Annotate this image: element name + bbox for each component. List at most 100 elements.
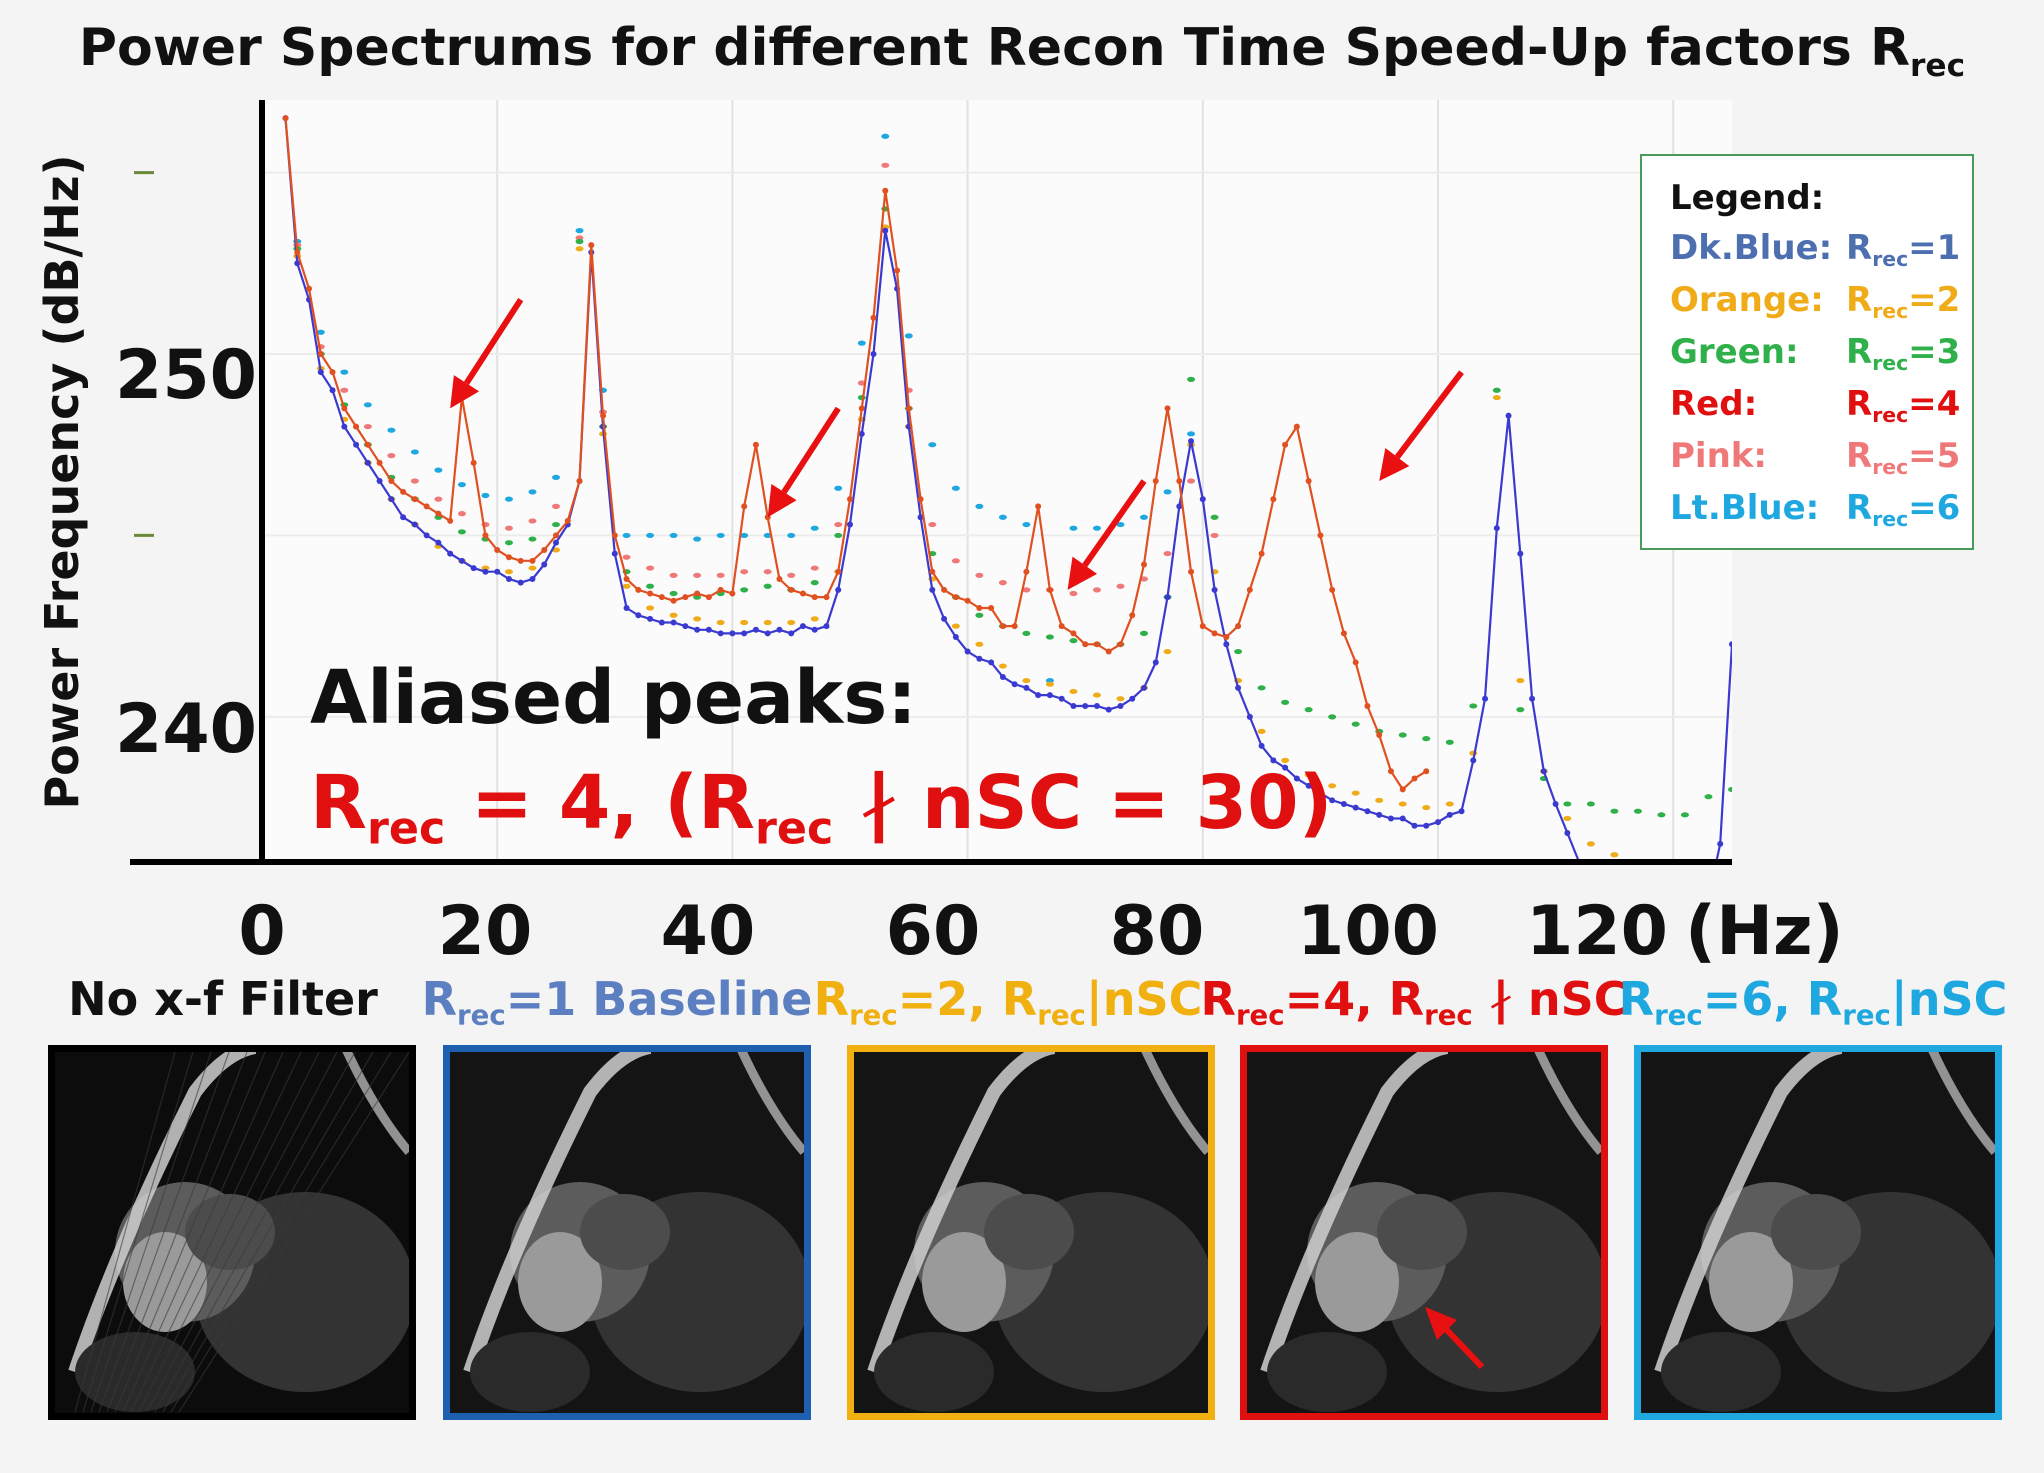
legend-entry-value: =3	[1908, 332, 1961, 372]
data-point	[834, 532, 843, 539]
mri-heart-rv	[984, 1194, 1074, 1270]
data-point	[1187, 431, 1196, 437]
data-point	[788, 586, 795, 593]
data-point	[1317, 532, 1324, 539]
legend-entry-r: R	[1846, 384, 1873, 424]
data-point	[988, 605, 995, 611]
data-point	[504, 496, 513, 502]
x-tick-label-100: 100	[1297, 892, 1439, 971]
mri-heart-rv	[1771, 1194, 1861, 1270]
data-point	[975, 641, 984, 647]
panel-label-sub: rec	[457, 998, 506, 1032]
mri-aliasing-streak	[130, 1052, 302, 1413]
mri-panel-rrec-2	[847, 1045, 1215, 1420]
data-point	[470, 565, 477, 572]
data-point	[1293, 423, 1300, 430]
data-point	[1129, 612, 1136, 619]
data-point	[1411, 822, 1418, 829]
mri-heart-rv	[185, 1194, 275, 1270]
annotation-mid: = 4, (R	[445, 760, 755, 846]
data-point	[622, 532, 631, 539]
data-point	[693, 616, 702, 622]
data-point	[1163, 489, 1172, 495]
data-point	[752, 626, 759, 633]
data-point	[1152, 478, 1159, 484]
data-point	[1586, 841, 1595, 847]
data-point	[1281, 699, 1290, 705]
data-point	[1399, 786, 1406, 793]
data-point	[975, 503, 984, 509]
data-point	[1376, 811, 1383, 818]
data-point	[1364, 808, 1371, 815]
data-point	[1376, 732, 1383, 738]
data-point	[1011, 681, 1018, 688]
data-point	[835, 568, 842, 575]
data-point	[834, 485, 843, 491]
data-point	[517, 557, 524, 564]
data-point	[1035, 692, 1042, 699]
legend-entry-sub: rec	[1872, 507, 1909, 532]
data-point	[1152, 659, 1159, 666]
data-point	[353, 423, 360, 430]
y-tick-label-240: 240	[115, 690, 257, 769]
data-point	[1304, 772, 1313, 778]
data-point	[952, 594, 959, 601]
data-point	[1729, 641, 1732, 648]
data-point	[611, 550, 618, 557]
data-point	[1163, 550, 1172, 557]
y-axis-label: Power Frequency (dB/Hz)	[35, 154, 89, 810]
data-point	[964, 648, 971, 655]
data-point	[858, 430, 865, 437]
data-point	[1492, 387, 1501, 393]
panel-label-rest: =1 Baseline	[505, 972, 813, 1026]
data-point	[1187, 376, 1196, 382]
legend-entry: Orange: Rrec=2	[1670, 280, 1960, 321]
data-point	[658, 594, 665, 601]
annotation-rrec-4: Rrec = 4, (Rrec ∤ nSC = 30)	[310, 760, 1332, 851]
y-tick-label-250: 250	[115, 336, 257, 415]
data-point	[1176, 503, 1183, 510]
data-point	[647, 590, 654, 597]
data-point	[376, 478, 383, 484]
data-point	[881, 224, 890, 230]
legend-entry: Green: Rrec=3	[1670, 332, 1961, 373]
annotation-sub: rec	[366, 803, 446, 855]
data-point	[1117, 702, 1124, 709]
data-point	[1352, 804, 1359, 811]
data-point	[400, 514, 407, 521]
mri-image	[55, 1052, 409, 1413]
data-point	[1116, 583, 1125, 589]
data-point	[494, 568, 501, 575]
data-point	[1517, 550, 1524, 557]
data-point	[1375, 797, 1384, 803]
mri-aliasing-streak	[162, 1052, 374, 1413]
mri-heart-rv	[1377, 1194, 1467, 1270]
data-point	[1257, 685, 1266, 691]
mri-aliasing-streak	[82, 1052, 194, 1413]
mri-blood-pool	[1709, 1232, 1793, 1332]
x-tick-label-120: 120	[1526, 892, 1668, 971]
panel-label-rrec-2: Rrec=2, Rrec|nSC	[814, 972, 1203, 1029]
data-point	[1305, 478, 1312, 484]
data-point	[882, 227, 889, 234]
data-point	[1387, 768, 1394, 775]
data-point	[998, 514, 1007, 520]
data-point	[1116, 521, 1125, 528]
data-point	[1163, 648, 1172, 655]
annotation-arrow-shaft	[1082, 479, 1147, 568]
data-point	[799, 623, 806, 630]
data-point	[1329, 586, 1336, 593]
data-point	[1058, 623, 1065, 630]
data-point	[1082, 641, 1089, 648]
data-point	[1210, 532, 1219, 539]
data-point	[1564, 829, 1571, 836]
data-point	[1670, 895, 1676, 901]
data-point	[504, 525, 513, 531]
data-point	[1011, 623, 1018, 630]
data-point	[1492, 394, 1501, 401]
data-point	[470, 459, 477, 466]
data-point	[1141, 684, 1147, 691]
data-point	[729, 630, 736, 637]
